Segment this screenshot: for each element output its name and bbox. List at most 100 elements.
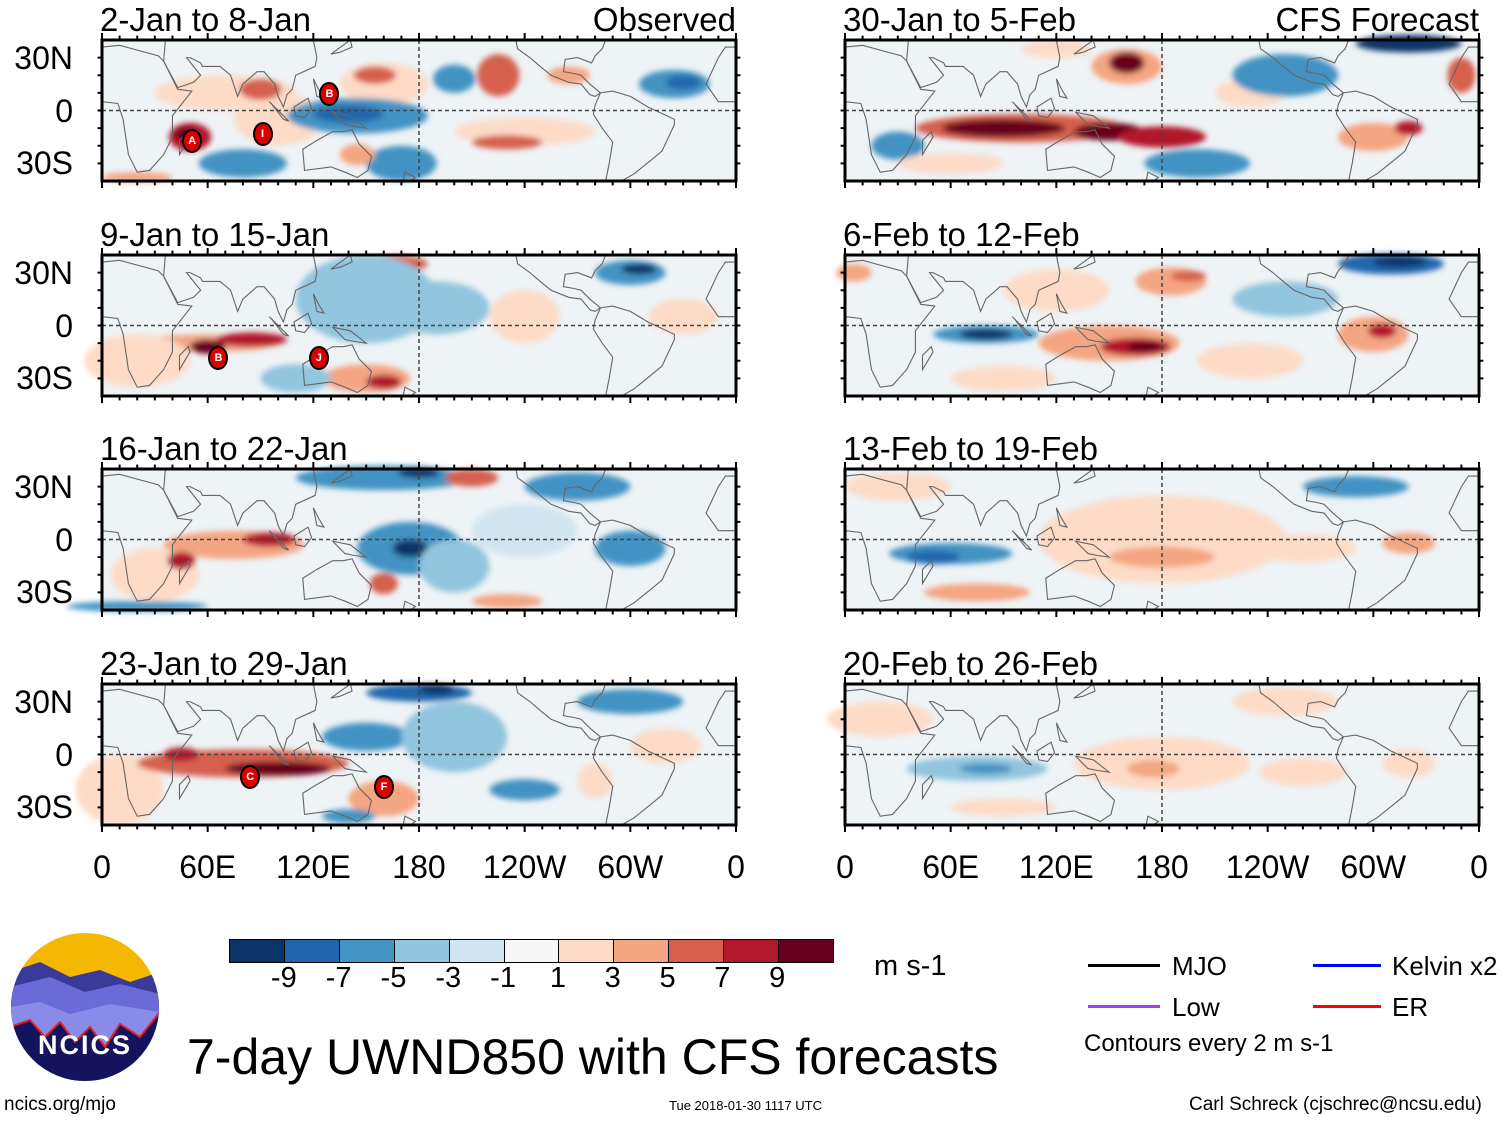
anomaly-region — [1109, 546, 1215, 568]
coastline — [1076, 327, 1109, 343]
anomaly-region — [647, 299, 719, 335]
tropical-cyclone-marker: F — [374, 775, 395, 800]
legend-label: Kelvin x2 — [1392, 951, 1498, 981]
coastline — [179, 347, 190, 370]
coastline — [922, 132, 933, 155]
coastline — [164, 40, 317, 107]
colorbar-swatch — [503, 940, 559, 962]
lat-label: 30N — [14, 683, 73, 720]
lon-label: 0 — [93, 849, 111, 885]
anomaly-region — [401, 701, 508, 773]
coastline — [1046, 345, 1115, 393]
tropical-cyclone-marker: C — [240, 764, 261, 789]
coastline — [845, 689, 935, 816]
coastline — [269, 746, 288, 765]
map-panel — [845, 469, 1479, 610]
map-panel — [827, 684, 1479, 825]
anomaly-region — [216, 332, 287, 347]
panel-title: 30-Jan to 5-Feb — [843, 1, 1076, 38]
colorbar-label: -5 — [380, 962, 407, 994]
colorbar — [229, 939, 834, 963]
coastline — [1074, 255, 1095, 269]
tropical-cyclone-marker: A — [182, 129, 203, 154]
anomaly-region — [471, 504, 578, 558]
anomaly-region — [353, 66, 397, 85]
coastline — [1056, 723, 1067, 742]
anomaly-region — [383, 281, 490, 335]
anomaly-region — [1382, 40, 1435, 51]
panel-title: 20-Feb to 26-Feb — [843, 645, 1098, 682]
colorbar-label: 7 — [714, 962, 731, 994]
lat-label: 30S — [16, 789, 73, 826]
lon-label: 0 — [727, 849, 745, 885]
contour-note: Contours every 2 m s-1 — [1084, 1030, 1334, 1057]
coastline — [1056, 508, 1067, 527]
colorbar-label: -7 — [325, 962, 352, 994]
lon-label: 60W — [1340, 849, 1407, 885]
coastline — [593, 91, 674, 181]
colorbar-swatch — [338, 940, 394, 962]
coastline — [1037, 742, 1055, 761]
footer-timestamp: Tue 2018-01-30 1117 UTC — [669, 1098, 822, 1113]
anomaly-region — [339, 143, 375, 166]
colorbar-label: -9 — [270, 962, 297, 994]
coastline — [179, 776, 190, 799]
anomaly-region — [845, 472, 951, 501]
coastline — [1012, 746, 1031, 765]
anomaly-region — [941, 119, 1066, 137]
anomaly-region — [366, 145, 437, 181]
coastline — [1074, 684, 1095, 698]
lon-label: 120E — [1018, 849, 1094, 885]
colorbar-swatch — [393, 940, 449, 962]
anomaly-region — [75, 754, 164, 825]
anomaly-region — [1382, 749, 1435, 778]
anomaly-region — [577, 689, 684, 714]
coastline — [303, 774, 372, 822]
anomaly-region — [322, 722, 411, 751]
coastline — [303, 130, 372, 178]
coastline — [179, 561, 190, 584]
coastline — [333, 112, 366, 128]
colorbar-swatch — [448, 940, 504, 962]
anomaly-region — [471, 135, 543, 150]
coastline — [1336, 520, 1417, 610]
lon-label: 0 — [836, 849, 854, 885]
coastline — [1336, 735, 1417, 825]
coastline — [331, 255, 352, 269]
anomaly-region — [959, 329, 1013, 340]
coastline — [922, 561, 933, 584]
lon-label: 180 — [392, 849, 446, 885]
anomaly-region — [1109, 52, 1145, 74]
anomaly-region — [1373, 256, 1427, 268]
coastline — [1012, 531, 1031, 550]
anomaly-region — [1117, 126, 1207, 148]
coastline — [907, 469, 1060, 536]
panel-title: 2-Jan to 8-Jan — [100, 1, 311, 38]
colorbar-label: -1 — [490, 962, 516, 994]
coastline — [102, 260, 192, 387]
anomaly-region — [1232, 54, 1339, 97]
coastline — [1037, 98, 1055, 117]
panel-tag: Observed — [592, 1, 736, 38]
anomaly-region — [1232, 687, 1339, 716]
tropical-cyclone-marker: I — [252, 122, 273, 147]
colorbar-swatch — [613, 940, 669, 962]
anomaly-region — [1250, 534, 1356, 563]
anomaly-region — [1003, 269, 1110, 312]
coastline — [1037, 313, 1055, 332]
map-panel — [66, 469, 736, 610]
lat-label: 0 — [55, 307, 73, 344]
anomaly-region — [827, 701, 934, 737]
anomaly-region — [924, 583, 1030, 602]
lat-label: 30N — [14, 254, 73, 291]
colorbar-swatch — [778, 940, 833, 962]
lon-label: 120W — [482, 849, 567, 885]
coastline — [593, 735, 674, 825]
tropical-cyclone-marker: B — [319, 81, 340, 106]
anomaly-region — [392, 539, 428, 558]
anomaly-region — [1447, 57, 1476, 93]
coastline — [294, 313, 312, 332]
footer-url[interactable]: ncics.org/mjo — [4, 1094, 116, 1115]
coastline — [164, 255, 317, 322]
legend-label: Low — [1172, 992, 1220, 1022]
